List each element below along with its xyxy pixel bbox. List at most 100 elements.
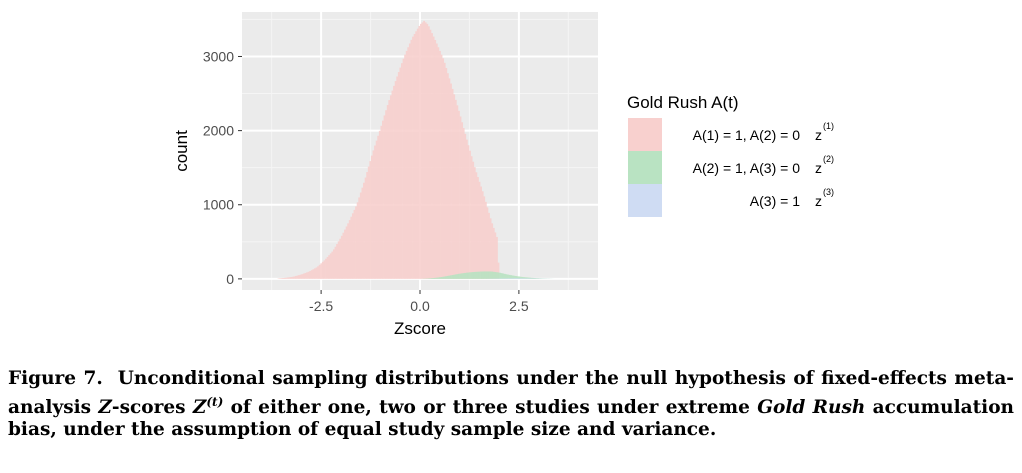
histogram-bar <box>492 271 495 279</box>
y-tick-label: 0 <box>226 271 234 287</box>
histogram-bar <box>410 39 413 279</box>
histogram-bar <box>435 277 438 279</box>
histogram-bar <box>299 274 302 279</box>
histogram-bar <box>451 88 454 279</box>
x-tick-label: -2.5 <box>309 298 333 314</box>
histogram-bar <box>389 95 392 279</box>
histogram-bar <box>464 272 467 279</box>
histogram-bar <box>438 50 441 279</box>
histogram-bar <box>445 67 448 279</box>
histogram-bar <box>427 26 430 279</box>
histogram-bar <box>519 278 522 279</box>
histogram-bar <box>469 150 471 279</box>
histogram-bar <box>431 278 433 279</box>
histogram-bar <box>456 105 459 279</box>
histogram-bar <box>526 277 528 279</box>
y-tick-label: 1000 <box>203 197 234 213</box>
histogram-bar <box>440 276 443 279</box>
histogram-bar <box>538 278 541 279</box>
histogram-bar <box>524 277 527 279</box>
histogram-bar <box>370 155 373 279</box>
histogram-bar <box>502 273 505 279</box>
histogram-bar <box>497 272 500 279</box>
histogram-bar <box>454 99 457 279</box>
histogram-bar <box>412 36 414 279</box>
histogram-bar <box>426 23 429 279</box>
histogram-bar <box>453 94 456 279</box>
histogram-bar <box>418 25 421 279</box>
caption-z-superscript: (t) <box>206 395 224 409</box>
histogram-bar <box>494 232 497 279</box>
histogram-bar <box>527 277 530 279</box>
y-tick-label: 2000 <box>203 123 234 139</box>
caption-lead: Figure 7. <box>8 368 103 389</box>
histogram-bar <box>511 278 514 279</box>
histogram-bar <box>475 271 478 279</box>
histogram-bar <box>312 269 315 279</box>
histogram-chart: -2.5 0.0 2.5 0 1000 2000 3000 Zscore count Gol… <box>172 12 834 338</box>
histogram-bar <box>476 177 479 279</box>
histogram-bar <box>446 275 449 279</box>
histogram-bar <box>363 182 365 279</box>
histogram-bar <box>488 271 490 279</box>
histogram-bar <box>372 150 375 279</box>
histogram-bar <box>450 83 452 279</box>
histogram-bar <box>470 272 473 279</box>
histogram-bar <box>317 266 320 279</box>
histogram-bar <box>495 272 498 279</box>
histogram-bar <box>378 130 381 279</box>
histogram-bar <box>334 246 337 279</box>
histogram-bar <box>513 278 516 279</box>
histogram-bar <box>486 271 489 279</box>
legend-key <box>628 118 662 151</box>
histogram-bar <box>494 272 497 279</box>
histogram-bar <box>283 277 286 279</box>
histogram-bar <box>423 20 426 279</box>
legend-label: A(1) = 1, A(2) = 0 <box>693 127 801 143</box>
histogram-bar <box>443 62 446 279</box>
histogram-bar <box>489 218 492 279</box>
histogram-bar <box>492 227 495 279</box>
legend-z-symbol: z <box>815 127 822 143</box>
histogram-bar <box>467 272 470 279</box>
histogram-bar <box>478 271 481 279</box>
histogram-bar <box>457 273 460 279</box>
series-1 <box>277 20 500 279</box>
histogram-bar <box>461 273 464 279</box>
x-tick-label: 0.0 <box>410 298 430 314</box>
series-2 <box>420 271 555 279</box>
histogram-bar <box>375 140 378 279</box>
histogram-bar <box>446 73 449 279</box>
histogram-bar <box>383 115 386 279</box>
histogram-bar <box>476 271 479 279</box>
legend-key <box>628 184 662 217</box>
histogram-bar <box>448 275 451 279</box>
histogram-bar <box>434 39 437 279</box>
histogram-bar <box>429 278 432 279</box>
histogram-bar <box>291 276 294 279</box>
histogram-bar <box>307 271 310 279</box>
histogram-bar <box>377 135 380 279</box>
histogram-bar <box>380 125 383 279</box>
histogram-bar <box>451 275 454 279</box>
histogram-bar <box>295 275 297 279</box>
histogram-bar <box>296 275 299 279</box>
histogram-bar <box>393 85 395 279</box>
histogram-bar <box>386 105 389 279</box>
histogram-bar <box>480 186 483 279</box>
legend-z-symbol: z <box>815 160 822 176</box>
histogram-bar <box>510 275 513 279</box>
histogram-bar <box>340 235 343 279</box>
histogram-bar <box>518 276 520 279</box>
legend-key <box>628 151 662 184</box>
legend-label: A(3) = 1 <box>750 193 800 209</box>
histogram-bar <box>366 172 369 279</box>
histogram-bar <box>510 278 513 279</box>
histogram-bar <box>462 128 465 279</box>
histogram-bar <box>424 22 427 279</box>
histogram-bar <box>337 241 340 279</box>
histogram-bar <box>491 223 494 279</box>
histogram-bar <box>358 197 361 279</box>
histogram-bar <box>328 255 331 279</box>
histogram-bar <box>475 172 478 279</box>
